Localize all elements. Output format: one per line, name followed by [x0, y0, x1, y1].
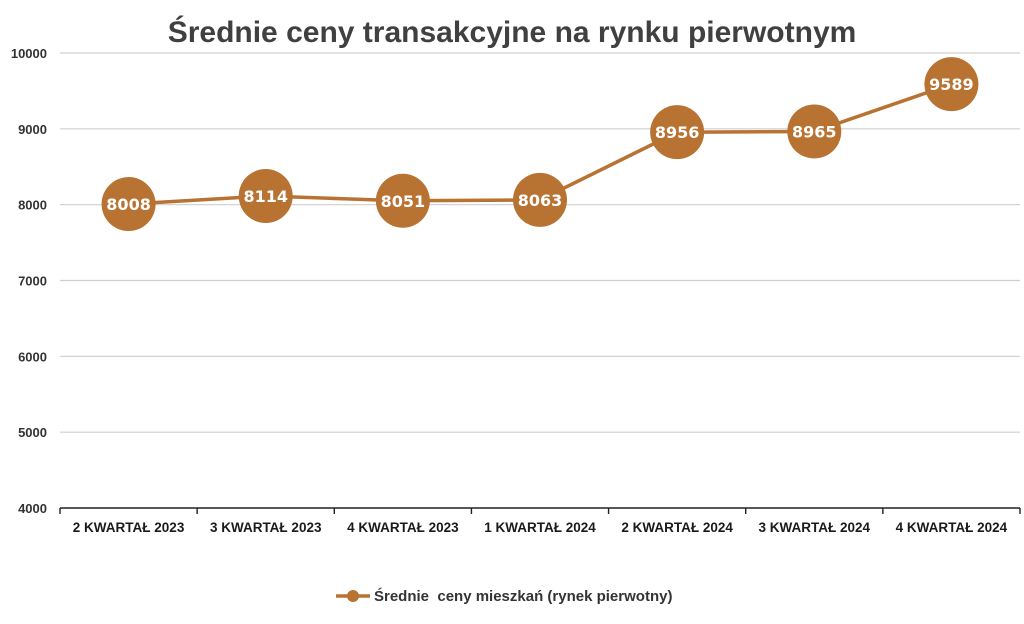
chart-title: Średnie ceny transakcyjne na rynku pierw… — [168, 15, 857, 49]
data-point-marker — [513, 172, 567, 227]
y-tick-label: 5000 — [18, 425, 47, 440]
data-label: 8008 — [106, 195, 151, 214]
data-point-marker — [375, 173, 430, 228]
data-label: 8114 — [243, 187, 288, 206]
data-point-marker — [787, 104, 842, 159]
data-point-marker — [101, 177, 156, 232]
x-tick-label: 3 KWARTAŁ 2024 — [759, 520, 871, 535]
x-axis: 2 KWARTAŁ 2023 3 KWARTAŁ 2023 4 KWARTAŁ 20… — [59, 507, 1021, 535]
x-tick-label: 4 KWARTAŁ 2024 — [896, 520, 1008, 535]
y-tick-label: 7000 — [18, 274, 47, 289]
y-tick-label: 6000 — [18, 349, 47, 364]
data-markers: 8008 8114 8051 8063 8956 8965 9589 — [101, 57, 979, 232]
data-label: 8956 — [655, 123, 700, 142]
legend: Średnie ceny mieszkań (rynek pierwotny) — [336, 587, 672, 605]
y-tick-label: 4000 — [18, 501, 47, 516]
data-label: 9589 — [929, 75, 974, 94]
data-point-marker — [238, 169, 293, 224]
x-tick-label: 3 KWARTAŁ 2023 — [210, 520, 322, 535]
gridlines — [60, 52, 1020, 433]
x-tick-label: 4 KWARTAŁ 2023 — [347, 520, 459, 535]
data-label: 8051 — [381, 192, 426, 211]
data-label: 8965 — [792, 122, 837, 141]
data-point-marker — [650, 105, 705, 160]
legend-marker-swatch — [347, 590, 359, 602]
y-axis-labels: 4000 5000 6000 7000 8000 9000 10000 — [11, 46, 47, 516]
x-tick-label: 2 KWARTAŁ 2023 — [73, 520, 185, 535]
y-tick-label: 8000 — [18, 198, 47, 213]
y-tick-label: 10000 — [11, 46, 47, 61]
x-tick-label: 2 KWARTAŁ 2024 — [621, 520, 733, 535]
legend-label: Średnie ceny mieszkań (rynek pierwotny) — [374, 587, 672, 605]
x-tick-label: 1 KWARTAŁ 2024 — [484, 520, 596, 535]
data-point-marker — [924, 57, 979, 112]
data-label: 8063 — [518, 191, 563, 210]
y-tick-label: 9000 — [18, 122, 47, 137]
